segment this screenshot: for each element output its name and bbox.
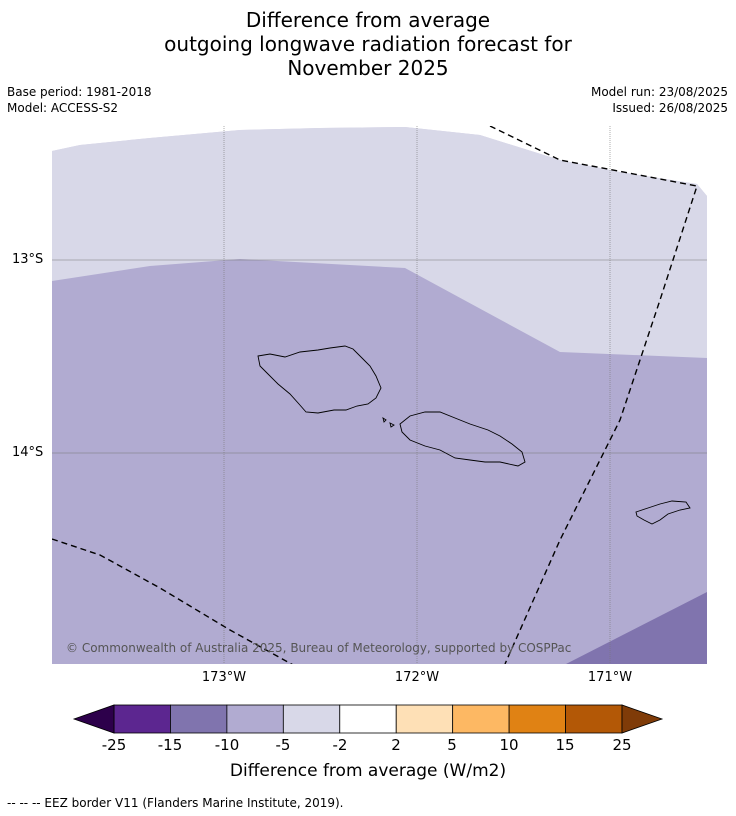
cb-tick-5: 2: [391, 736, 401, 754]
cb-tick-1: -15: [157, 736, 183, 754]
meta-left: Base period: 1981-2018 Model: ACCESS-S2: [7, 84, 152, 116]
graticule: [52, 126, 707, 664]
map-area: [52, 126, 707, 664]
cb-tick-8: 15: [555, 736, 575, 754]
cb-tick-7: 10: [499, 736, 519, 754]
title-line-3: November 2025: [287, 56, 449, 80]
colorbar-segment: [565, 704, 623, 734]
colorbar-segment: [508, 704, 566, 734]
colorbar-segment: [113, 704, 171, 734]
title-line-2: outgoing longwave radiation forecast for: [164, 32, 572, 56]
lat-label-13s: 13°S: [12, 252, 44, 267]
eez-legend: -- -- -- EEZ border V11 (Flanders Marine…: [7, 796, 344, 810]
lon-label-172w: 172°W: [394, 670, 440, 685]
colorbar: [72, 704, 664, 734]
cb-tick-2: -10: [214, 736, 240, 754]
copyright-notice: © Commonwealth of Australia 2025, Bureau…: [66, 641, 572, 655]
title-line-1: Difference from average: [245, 8, 491, 32]
base-period: Base period: 1981-2018: [7, 85, 152, 99]
region-dark: [566, 592, 707, 664]
region-light: [52, 127, 707, 358]
colorbar-label: Difference from average (W/m2): [229, 761, 507, 781]
colorbar-segment: [452, 704, 510, 734]
model-name: Model: ACCESS-S2: [7, 101, 119, 115]
cb-tick-0: -25: [101, 736, 127, 754]
meta-right: Model run: 23/08/2025 Issued: 26/08/2025: [591, 84, 728, 116]
upolu-island: [399, 411, 526, 467]
colorbar-segment: [226, 704, 284, 734]
model-run: Model run: 23/08/2025: [590, 85, 728, 99]
savaii-island: [257, 345, 382, 414]
map-title: Difference from average outgoing longwav…: [0, 8, 736, 80]
colorbar-over-arrow: [621, 704, 664, 734]
issued-date: Issued: 26/08/2025: [612, 101, 728, 115]
colorbar-segment: [282, 704, 341, 734]
cb-tick-4: -2: [332, 736, 348, 754]
colorbar-segment: [395, 704, 454, 734]
colorbar-segment: [339, 704, 397, 734]
cb-tick-9: 25: [612, 736, 632, 754]
apolima-islet: [389, 422, 395, 428]
tutuila-island: [635, 500, 691, 525]
lat-label-14s: 14°S: [12, 445, 44, 460]
cb-tick-6: 5: [447, 736, 457, 754]
colorbar-segment: [170, 704, 228, 734]
eez-border: [52, 126, 698, 664]
manono-islet: [382, 416, 387, 423]
lon-label-173w: 173°W: [201, 670, 247, 685]
lon-label-171w: 171°W: [587, 670, 633, 685]
islands: [257, 345, 691, 525]
cb-tick-3: -5: [275, 736, 291, 754]
colorbar-under-arrow: [72, 704, 115, 734]
